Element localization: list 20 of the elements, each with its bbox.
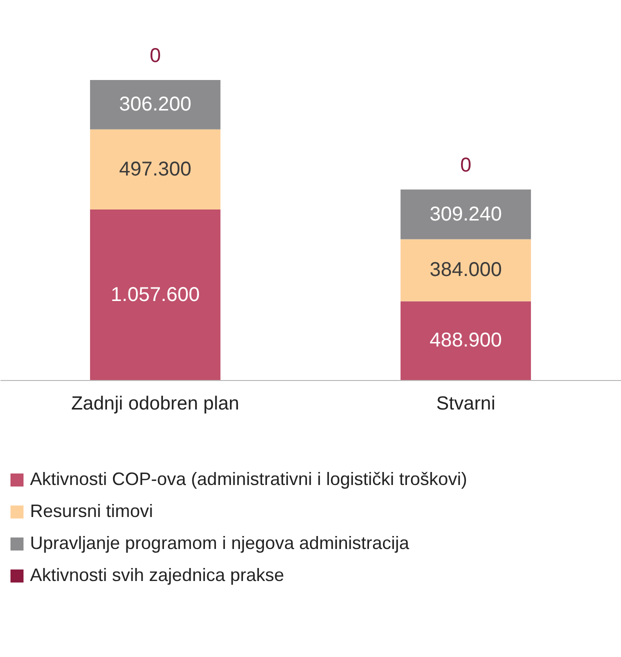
data-label: 1.057.600 <box>110 284 200 306</box>
legend-label: Upravljanje programom i njegova administracija <box>30 533 410 553</box>
data-label: 497.300 <box>119 158 192 180</box>
bar <box>90 210 220 380</box>
legend-label: Aktivnosti svih zajednica prakse <box>30 565 284 585</box>
bar <box>90 129 220 210</box>
x-tick-label: Stvarni <box>436 394 496 414</box>
data-label: 306.200 <box>119 94 192 116</box>
data-label: 0 <box>150 45 161 67</box>
bar <box>400 301 531 380</box>
legend-label: Resursni timovi <box>30 501 154 521</box>
data-label: 0 <box>460 154 472 176</box>
bar <box>400 239 531 302</box>
data-label: 384.000 <box>430 259 502 282</box>
legend-label: Aktivnosti COP-ova (administrativni i logistički troškovi) <box>30 469 468 489</box>
bar <box>90 80 220 130</box>
data-label: 488.900 <box>430 330 502 352</box>
bar <box>400 189 531 240</box>
data-label: 309.240 <box>430 203 502 226</box>
x-tick-label: Zadnji odobren plan <box>71 394 240 414</box>
